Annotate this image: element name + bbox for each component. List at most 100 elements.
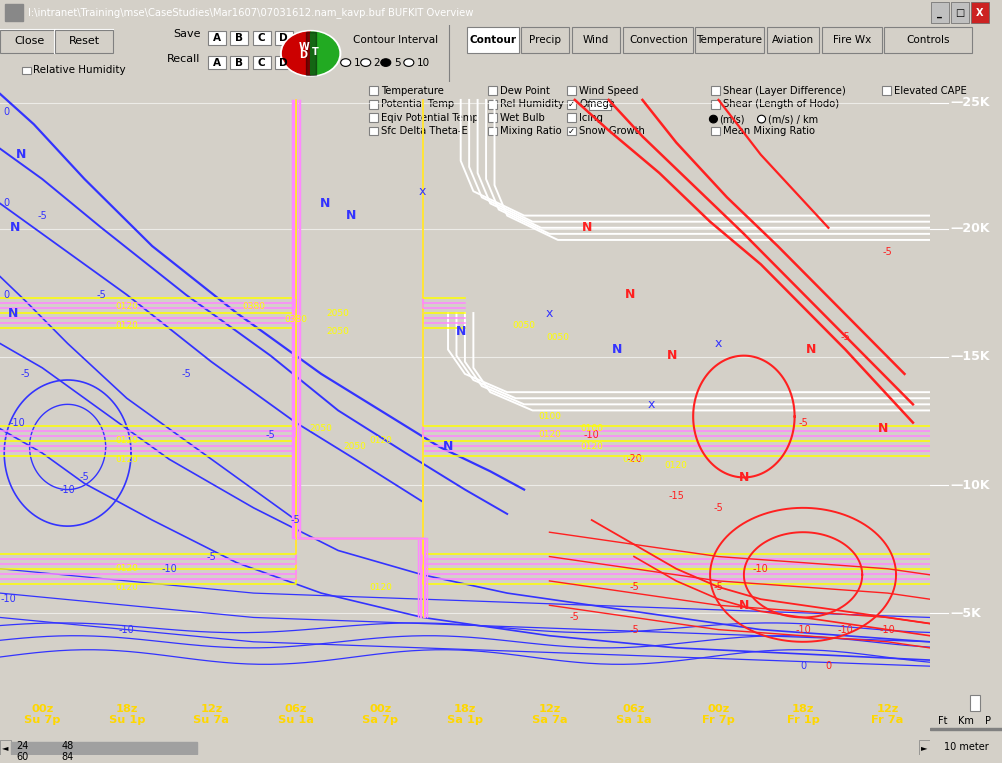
Text: 0380: 0380 xyxy=(285,314,308,324)
Bar xyxy=(275,31,293,45)
Text: —15K: —15K xyxy=(950,350,990,363)
Text: 2050: 2050 xyxy=(327,327,350,336)
Text: -5: -5 xyxy=(883,247,893,257)
Text: X: X xyxy=(976,8,984,18)
Text: Reset: Reset xyxy=(68,36,100,47)
Text: Controls: Controls xyxy=(906,34,950,45)
Text: Wind: Wind xyxy=(583,34,609,45)
Bar xyxy=(230,56,248,69)
Bar xyxy=(467,27,519,53)
Bar xyxy=(572,27,620,53)
Text: P: P xyxy=(985,716,991,726)
Text: ✓: ✓ xyxy=(568,127,575,136)
Bar xyxy=(275,56,293,69)
Circle shape xyxy=(281,31,341,76)
Wedge shape xyxy=(311,32,339,75)
Text: N: N xyxy=(738,471,749,484)
Text: N: N xyxy=(807,343,817,356)
Text: x: x xyxy=(419,185,426,198)
Text: 48: 48 xyxy=(61,741,74,751)
Text: -10: -10 xyxy=(119,625,134,635)
Bar xyxy=(253,31,271,45)
Text: N: N xyxy=(738,599,749,612)
Bar xyxy=(208,56,226,69)
Text: -5: -5 xyxy=(79,472,89,482)
Text: -5: -5 xyxy=(181,369,190,379)
Text: Sfc Delta Theta-E: Sfc Delta Theta-E xyxy=(381,126,468,136)
Text: 0120: 0120 xyxy=(580,443,603,452)
Text: 00z
Fr 7p: 00z Fr 7p xyxy=(702,703,734,725)
Text: ►: ► xyxy=(921,743,928,752)
Bar xyxy=(253,56,271,69)
Text: -10: -10 xyxy=(60,485,75,494)
Text: -20: -20 xyxy=(626,454,642,464)
Text: N: N xyxy=(443,440,453,453)
Circle shape xyxy=(404,59,414,66)
Bar xyxy=(55,30,113,53)
Bar xyxy=(230,31,248,45)
Bar xyxy=(521,27,569,53)
Text: 0050: 0050 xyxy=(513,320,536,330)
Bar xyxy=(369,86,378,95)
Bar xyxy=(11,742,197,754)
Text: -10: -10 xyxy=(1,594,16,604)
Text: -10: -10 xyxy=(880,625,896,635)
Text: -5: -5 xyxy=(629,582,639,592)
Text: 00z
Sa 7p: 00z Sa 7p xyxy=(363,703,399,725)
Text: Convection: Convection xyxy=(629,34,687,45)
Text: x: x xyxy=(647,398,654,410)
Text: Eqiv Potential Temp: Eqiv Potential Temp xyxy=(381,113,478,123)
Text: 0: 0 xyxy=(800,662,807,671)
Text: -5: -5 xyxy=(629,625,639,635)
Text: -5: -5 xyxy=(20,369,30,379)
Text: (m/s) / km: (m/s) / km xyxy=(768,114,818,124)
Text: N: N xyxy=(612,343,622,356)
Text: —5K: —5K xyxy=(950,607,981,620)
Text: Snow Growth: Snow Growth xyxy=(579,126,645,136)
Text: 0120: 0120 xyxy=(115,302,138,311)
Bar xyxy=(567,100,576,108)
Text: ◄: ◄ xyxy=(2,743,9,752)
Text: Dew Point: Dew Point xyxy=(500,85,550,96)
Bar xyxy=(567,127,576,135)
Text: Precip: Precip xyxy=(529,34,561,45)
Text: N: N xyxy=(321,197,331,210)
Text: N: N xyxy=(346,209,356,222)
Text: -5: -5 xyxy=(37,211,47,221)
Text: Omega: Omega xyxy=(579,99,615,109)
Text: Fire Wx: Fire Wx xyxy=(833,34,871,45)
Text: 10 meter: 10 meter xyxy=(944,742,988,752)
Text: -5: -5 xyxy=(266,430,276,439)
Bar xyxy=(369,100,378,108)
Text: -5: -5 xyxy=(96,290,106,300)
Text: 0: 0 xyxy=(4,198,10,208)
Bar xyxy=(22,67,31,74)
Text: Km: Km xyxy=(958,716,974,726)
Text: 0: 0 xyxy=(4,107,10,117)
Text: C: C xyxy=(258,57,266,68)
Text: Wind Speed: Wind Speed xyxy=(579,85,638,96)
Text: D: D xyxy=(280,57,288,68)
Bar xyxy=(930,728,1002,730)
Text: 60: 60 xyxy=(16,752,29,762)
Text: 0380: 0380 xyxy=(242,302,266,311)
Text: -10: -10 xyxy=(796,625,811,635)
Text: -5: -5 xyxy=(841,333,851,343)
Bar xyxy=(567,114,576,122)
Bar xyxy=(0,30,58,53)
Text: 12z
Su 7a: 12z Su 7a xyxy=(193,703,229,725)
Text: 12z
Fr 7a: 12z Fr 7a xyxy=(872,703,904,725)
Text: Temperature: Temperature xyxy=(381,85,444,96)
Bar xyxy=(970,695,980,711)
Bar xyxy=(0,30,58,53)
Text: 12z
Sa 7a: 12z Sa 7a xyxy=(532,703,567,725)
Text: Close: Close xyxy=(14,36,44,47)
Text: 0050: 0050 xyxy=(546,333,569,342)
Text: Contour: Contour xyxy=(470,34,516,45)
Text: -10: -10 xyxy=(161,564,177,574)
Bar xyxy=(884,27,972,53)
Text: 0120: 0120 xyxy=(115,565,138,573)
Bar xyxy=(711,127,720,135)
Bar xyxy=(369,127,378,135)
Text: 5: 5 xyxy=(394,57,401,68)
